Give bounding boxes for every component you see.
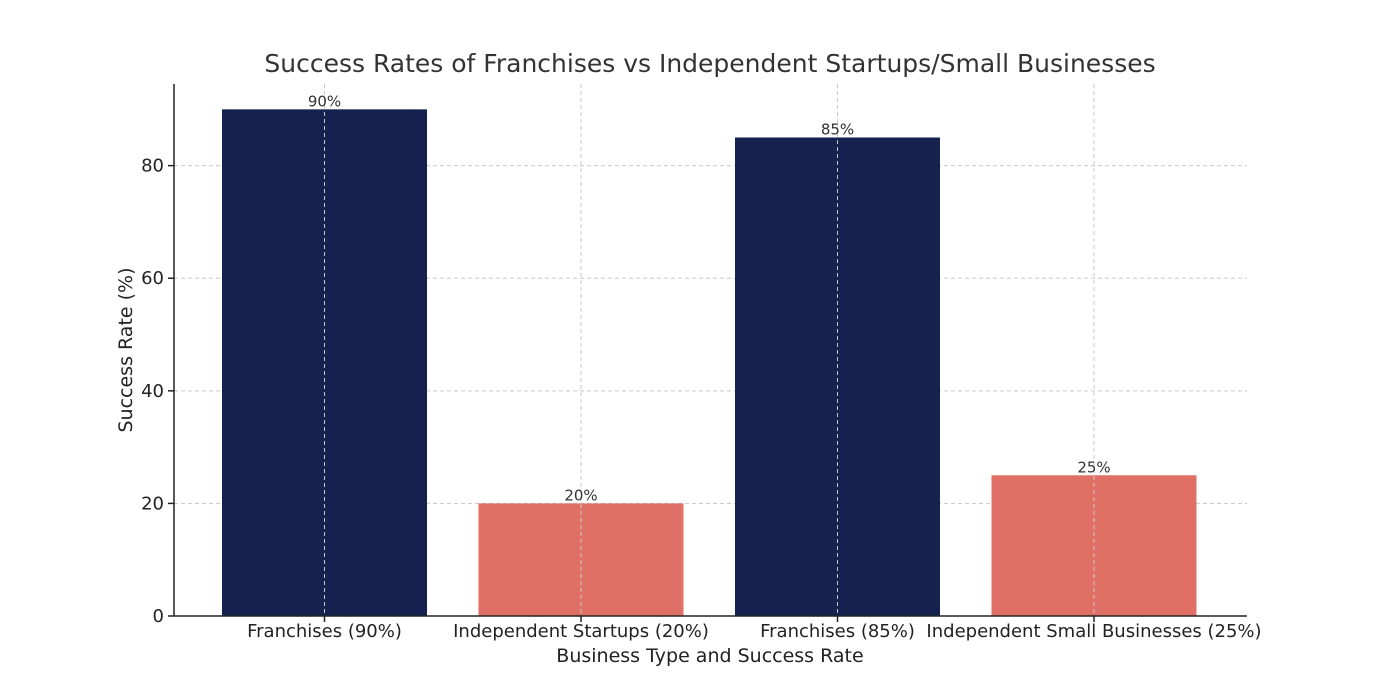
bars [222, 109, 1197, 616]
y-tick-label: 20 [141, 493, 164, 514]
x-tick-label-4: Independent Small Businesses (25%) [926, 621, 1261, 642]
y-tick-label: 40 [141, 381, 164, 402]
x-tick-label-3: Franchises (85%) [760, 621, 915, 642]
y-axis-label: Success Rate (%) [115, 267, 137, 432]
bar-1 [222, 109, 427, 616]
data-label-2: 20% [564, 486, 597, 504]
x-tick-label-1: Franchises (90%) [247, 621, 402, 642]
data-label-4: 25% [1077, 458, 1110, 476]
y-tick-label: 60 [141, 268, 164, 289]
axes: 0 20 40 60 80 Franchises (90%) Independent Sta… [141, 84, 1262, 642]
x-tick-label-2: Independent Startups (20%) [453, 621, 709, 642]
bar-3 [735, 137, 940, 616]
chart-title: Success Rates of Franchises vs Independe… [264, 49, 1155, 78]
x-axis-label: Business Type and Success Rate [556, 645, 863, 667]
y-tick-label: 80 [141, 156, 164, 177]
data-labels: 90% 20% 85% 25% [308, 84, 1111, 616]
y-tick-label: 0 [153, 606, 164, 627]
bar-4 [991, 475, 1197, 616]
data-label-1: 90% [308, 92, 341, 110]
data-label-3: 85% [821, 120, 854, 138]
